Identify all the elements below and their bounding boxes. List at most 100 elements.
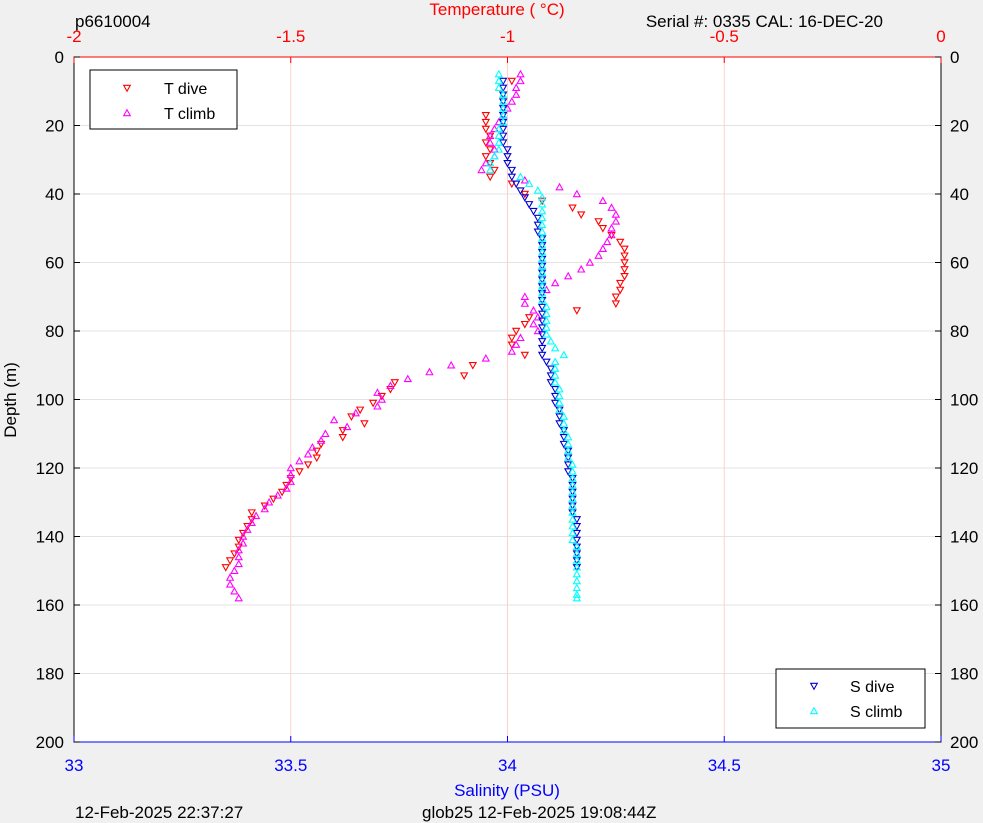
s-climb-point — [490, 151, 499, 160]
t-dive-point — [377, 392, 387, 401]
salinity-tick-label: 35 — [932, 756, 951, 775]
s-dive-point — [537, 317, 547, 326]
t-dive-point — [481, 153, 491, 161]
depth-tick-label-left: 180 — [36, 665, 64, 684]
s-climb-point — [555, 405, 564, 413]
s-dive-point — [559, 433, 569, 442]
footer-center-label: glob25 12-Feb-2025 19:08:44Z — [422, 803, 656, 822]
t-climb-point — [282, 484, 291, 492]
salinity-axis-title: Salinity (PSU) — [454, 781, 560, 800]
t-climb-point — [529, 306, 538, 314]
s-dive-point — [537, 303, 547, 312]
salinity-tick-label: 33 — [65, 756, 84, 775]
t-climb-point — [243, 525, 252, 533]
t-climb-point — [377, 395, 387, 403]
t-climb-point — [550, 278, 560, 287]
depth-tick-label-left: 160 — [36, 596, 64, 615]
t-climb-point — [234, 559, 243, 568]
t-climb-point — [511, 340, 521, 348]
depth-tick-label-left: 40 — [45, 185, 64, 204]
t-dive-point — [277, 488, 287, 497]
t-dive-point — [537, 197, 547, 206]
t-climb-point — [234, 593, 243, 602]
t-dive-point — [282, 481, 291, 490]
temperature-legend-box — [89, 69, 238, 130]
t-dive-point — [485, 173, 495, 182]
t-climb-point — [520, 299, 530, 307]
depth-tick-label-right: 60 — [950, 254, 969, 273]
s-dive-point — [572, 516, 582, 524]
s-climb-point — [494, 83, 504, 92]
s-climb-point — [485, 165, 495, 174]
s-climb-point — [559, 425, 569, 434]
t-climb-point — [555, 182, 564, 191]
t-dive-point — [459, 372, 469, 380]
t-dive-point — [243, 523, 252, 531]
t-climb-legend-marker — [122, 108, 132, 117]
depth-tick-label-right: 20 — [950, 117, 969, 136]
depth-tick-label-left: 80 — [45, 322, 64, 341]
s-dive-point — [559, 440, 569, 449]
salinity-tick-label: 34 — [498, 756, 517, 775]
t-dive-point — [620, 273, 629, 281]
s-dive-point — [572, 529, 582, 538]
t-climb-point — [425, 367, 434, 376]
t-dive-point — [295, 468, 304, 476]
footer-left-label: 12-Feb-2025 22:37:27 — [75, 803, 243, 822]
t-dive-point — [481, 118, 491, 127]
t-dive-point — [481, 139, 491, 148]
t-dive-point — [615, 279, 625, 288]
s-dive-point — [503, 146, 512, 154]
s-dive-point — [507, 173, 517, 182]
t-dive-point — [490, 166, 499, 175]
temperature-tick-label: 0 — [936, 27, 945, 46]
t-climb-point — [230, 586, 239, 595]
depth-tick-label-left: 100 — [36, 391, 64, 410]
s-dive-point — [520, 194, 530, 202]
s-dive-point — [516, 187, 525, 196]
s-dive-point — [537, 310, 547, 319]
s-climb-point — [542, 329, 551, 338]
s-climb-point — [568, 535, 577, 544]
s-climb-point — [537, 295, 547, 304]
s-dive-point — [546, 372, 556, 380]
t-climb-point — [503, 103, 512, 112]
t-dive-point — [338, 427, 348, 435]
t-dive-point — [368, 399, 378, 408]
t-climb-point — [247, 518, 256, 526]
t-dive-point — [524, 314, 534, 322]
s-climb-legend-marker — [809, 706, 819, 715]
s-dive-point — [546, 365, 556, 374]
s-dive-point — [503, 159, 512, 168]
header-left-label: p6610004 — [75, 12, 151, 31]
t-climb-point — [238, 538, 248, 547]
t-dive-point — [620, 266, 629, 274]
s-dive-point — [563, 461, 573, 470]
t-climb-point — [273, 490, 282, 499]
s-dive-point — [537, 331, 547, 339]
depth-tick-label-right: 140 — [950, 528, 978, 547]
data-points — [221, 69, 629, 602]
s-dive-point — [572, 536, 582, 545]
t-climb-point — [303, 449, 313, 458]
s-dive-point — [537, 324, 547, 333]
t-climb-point — [598, 196, 608, 205]
t-climb-point — [511, 90, 521, 98]
s-climb-point — [572, 593, 582, 602]
t-dive-point — [390, 379, 400, 387]
legend-s-climb-marker — [809, 706, 819, 715]
t-climb-point — [225, 580, 235, 588]
temperature-legend: T dive T climb — [89, 69, 238, 130]
t-dive-point — [485, 146, 495, 154]
t-climb-point — [386, 381, 395, 389]
t-dive-point — [230, 550, 239, 559]
s-dive-point — [524, 201, 534, 209]
t-climb-point — [329, 415, 339, 424]
s-climb-point — [572, 590, 582, 598]
t-climb-point — [477, 165, 486, 174]
salinity-legend-box — [775, 668, 926, 729]
t-climb-point — [485, 138, 495, 146]
s-dive-point — [533, 228, 543, 237]
t-climb-point — [516, 76, 525, 85]
